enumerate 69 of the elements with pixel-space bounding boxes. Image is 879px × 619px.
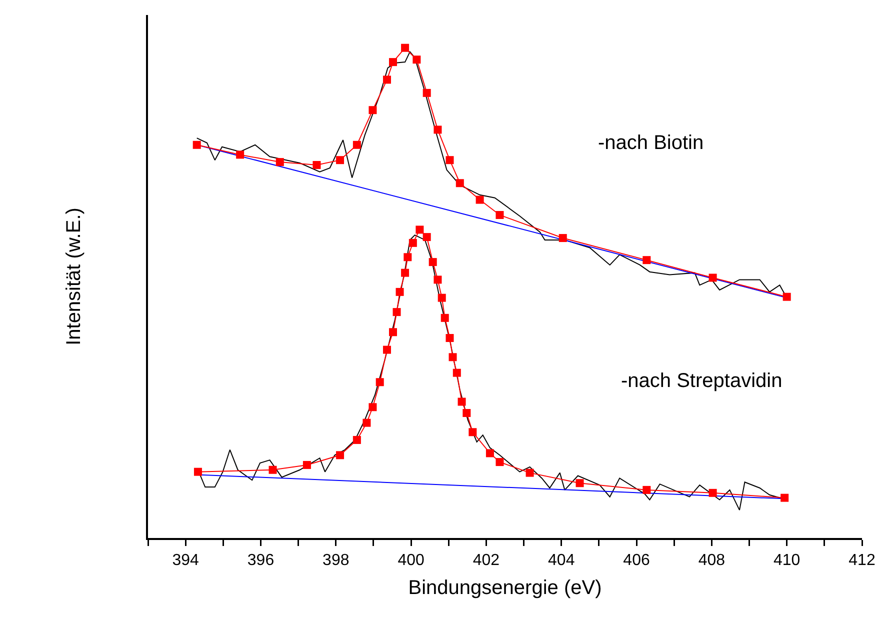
point <box>496 458 504 466</box>
x-tick-label: 412 <box>848 552 876 570</box>
point <box>401 268 410 277</box>
point <box>389 58 398 66</box>
x-tick-label: 398 <box>322 552 350 570</box>
point <box>302 460 311 469</box>
annotation: -nach Streptavidin <box>621 370 782 392</box>
x-tick-label: 396 <box>247 552 274 570</box>
point <box>422 88 431 97</box>
point <box>458 398 466 406</box>
point <box>383 76 391 84</box>
point <box>708 274 717 282</box>
point <box>401 44 410 52</box>
x-axis-title: Bindungsenergie (eV) <box>408 577 602 600</box>
point <box>392 308 401 316</box>
point <box>496 210 504 219</box>
point <box>312 160 321 169</box>
point <box>396 288 404 296</box>
point <box>576 479 584 488</box>
point <box>368 106 377 114</box>
point <box>276 158 284 166</box>
y-axis-title: Intensität (w.E.) <box>63 208 85 346</box>
point <box>446 156 454 164</box>
point <box>336 451 344 460</box>
point <box>412 56 421 64</box>
point <box>376 378 384 386</box>
point <box>434 276 442 284</box>
point <box>383 346 391 354</box>
point <box>404 253 412 262</box>
point <box>448 353 457 362</box>
point <box>782 292 791 301</box>
x-tick-label: 410 <box>773 552 800 570</box>
annotation: -nach Biotin <box>598 132 704 154</box>
point <box>456 179 464 188</box>
point <box>416 226 424 234</box>
point <box>352 436 361 444</box>
point <box>236 150 244 159</box>
point <box>408 238 417 247</box>
point <box>440 314 449 322</box>
x-tick-label: 406 <box>623 552 650 570</box>
x-tick-label: 404 <box>548 552 575 570</box>
point <box>438 294 446 302</box>
point <box>336 156 344 164</box>
point <box>428 258 437 266</box>
x-tick-label: 394 <box>172 552 200 570</box>
x-tick-label: 408 <box>698 552 726 570</box>
point <box>780 494 789 502</box>
point <box>434 126 442 134</box>
point <box>486 449 494 458</box>
x-tick-label: 400 <box>398 552 424 570</box>
point <box>389 328 398 336</box>
point <box>642 256 651 264</box>
point <box>362 418 371 427</box>
point <box>192 140 201 149</box>
x-tick-label: 402 <box>472 552 500 570</box>
point <box>422 233 431 242</box>
point <box>268 466 277 474</box>
point <box>352 140 361 149</box>
point <box>642 486 651 494</box>
point <box>468 428 477 436</box>
point <box>446 334 454 342</box>
point <box>558 234 567 242</box>
point <box>452 368 461 377</box>
point <box>526 468 534 477</box>
point <box>462 409 471 418</box>
point <box>708 488 717 497</box>
point <box>194 468 202 476</box>
point <box>368 403 377 412</box>
point <box>476 196 484 204</box>
